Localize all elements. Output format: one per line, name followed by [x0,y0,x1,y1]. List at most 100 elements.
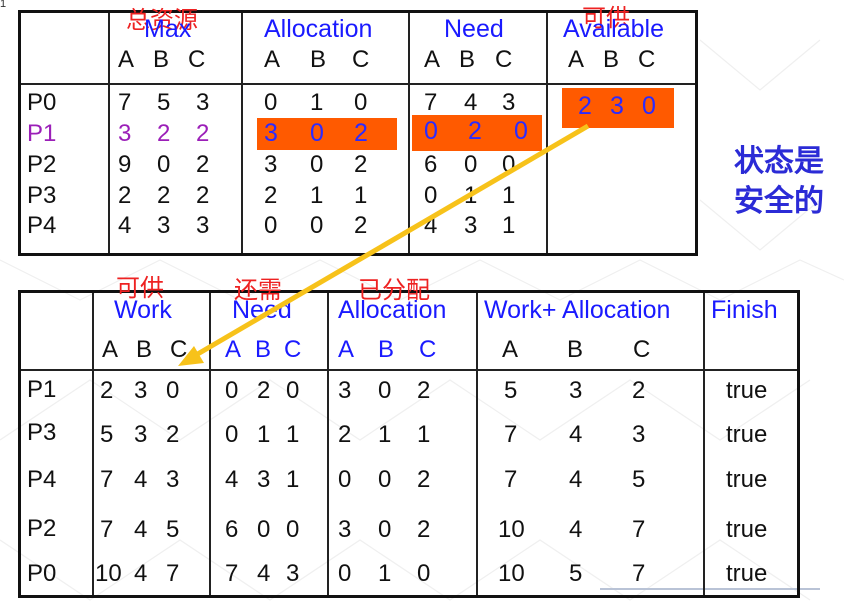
header-divider [21,369,797,371]
allocation-value: 3 [264,119,278,147]
work-alloc-value: 5 [569,560,583,587]
safety-sequence-table [18,290,800,598]
work-value: 3 [134,377,148,404]
max-value: 3 [196,212,210,239]
work-value: 7 [100,466,114,493]
need-value: 0 [464,151,478,178]
column-divider [546,13,548,253]
column-divider [703,293,705,595]
need-value: 6 [424,151,438,178]
allocation-value: 1 [417,421,431,448]
header-finish: Finish [711,296,778,324]
allocation-value: 2 [338,421,352,448]
allocation-value: 0 [264,89,278,116]
subheader-a: A [264,46,281,73]
need-value: 1 [502,182,516,209]
allocation-value: 0 [354,89,368,116]
need-value: 0 [514,117,528,145]
process-label-p4: P4 [27,212,57,239]
subheader-b: B [567,336,584,363]
header-allocation: Allocation [264,15,373,43]
allocation-value: 0 [264,212,278,239]
subheader-a: A [225,336,242,363]
work-alloc-value: 5 [632,466,646,493]
need-value: 0 [424,182,438,209]
work-alloc-value: 7 [504,421,518,448]
allocation-value: 2 [417,516,431,543]
max-value: 3 [118,120,132,147]
header-work-plus-allocation: Work+ Allocation [484,296,671,324]
process-label: P1 [27,376,57,403]
need-value: 3 [286,560,300,587]
subheader-a: A [502,336,519,363]
available-value: 0 [642,92,656,120]
process-label: P3 [27,419,57,446]
allocation-value: 0 [378,516,392,543]
allocation-value: 0 [378,377,392,404]
process-label: P0 [27,560,57,587]
need-value: 1 [286,421,300,448]
process-label-p0: P0 [27,89,57,116]
subheader-b: B [310,46,327,73]
need-value: 3 [257,466,271,493]
need-value: 7 [424,89,438,116]
subheader-a: A [118,46,135,73]
max-value: 2 [157,182,171,209]
allocation-value: 0 [338,466,352,493]
allocation-value: 2 [354,212,368,239]
work-alloc-value: 4 [569,516,583,543]
need-value: 3 [464,212,478,239]
column-divider [408,13,410,253]
process-label: P2 [27,515,57,542]
column-divider [209,293,211,595]
max-value: 0 [157,151,171,178]
need-value: 0 [225,377,239,404]
header-work: Work [114,296,172,324]
allocation-value: 3 [338,516,352,543]
available-value: 2 [578,92,592,120]
subheader-c: C [633,336,651,363]
need-value: 4 [257,560,271,587]
process-label: P4 [27,466,57,493]
need-value: 0 [225,421,239,448]
work-alloc-value: 3 [632,421,646,448]
max-value: 3 [196,89,210,116]
subheader-b: B [378,336,395,363]
max-value: 4 [118,212,132,239]
column-divider [92,293,94,595]
finish-value: true [726,560,768,587]
max-value: 2 [196,182,210,209]
work-alloc-value: 7 [632,516,646,543]
annotation-total-resource: 总资源 [126,7,198,34]
process-label-p3: P3 [27,182,57,209]
need-value: 0 [286,377,300,404]
finish-value: true [726,516,768,543]
annotation-work: 可供 [116,275,164,302]
work-value: 5 [166,516,180,543]
header-available: Available [563,15,665,43]
subheader-c: C [419,336,437,363]
max-value: 3 [157,212,171,239]
verdict-line-1: 状态是 [734,145,824,178]
max-value: 9 [118,151,132,178]
allocation-value: 2 [354,119,368,147]
subheader-a: A [424,46,441,73]
available-highlight [562,88,674,128]
arrow-head-icon [178,346,204,366]
p1-need-highlight [412,115,542,151]
allocation-value: 0 [417,560,431,587]
header-divider [21,83,695,85]
work-value: 2 [100,377,114,404]
max-value: 2 [196,120,210,147]
allocation-value: 1 [310,182,324,209]
max-value: 2 [196,151,210,178]
allocation-value: 2 [417,377,431,404]
need-value: 7 [225,560,239,587]
allocation-value: 1 [354,182,368,209]
work-value: 4 [134,516,148,543]
work-alloc-value: 7 [504,466,518,493]
allocation-value: 1 [378,421,392,448]
header-need: Need [444,15,504,43]
work-alloc-value: 5 [504,377,518,404]
subheader-a: A [338,336,355,363]
